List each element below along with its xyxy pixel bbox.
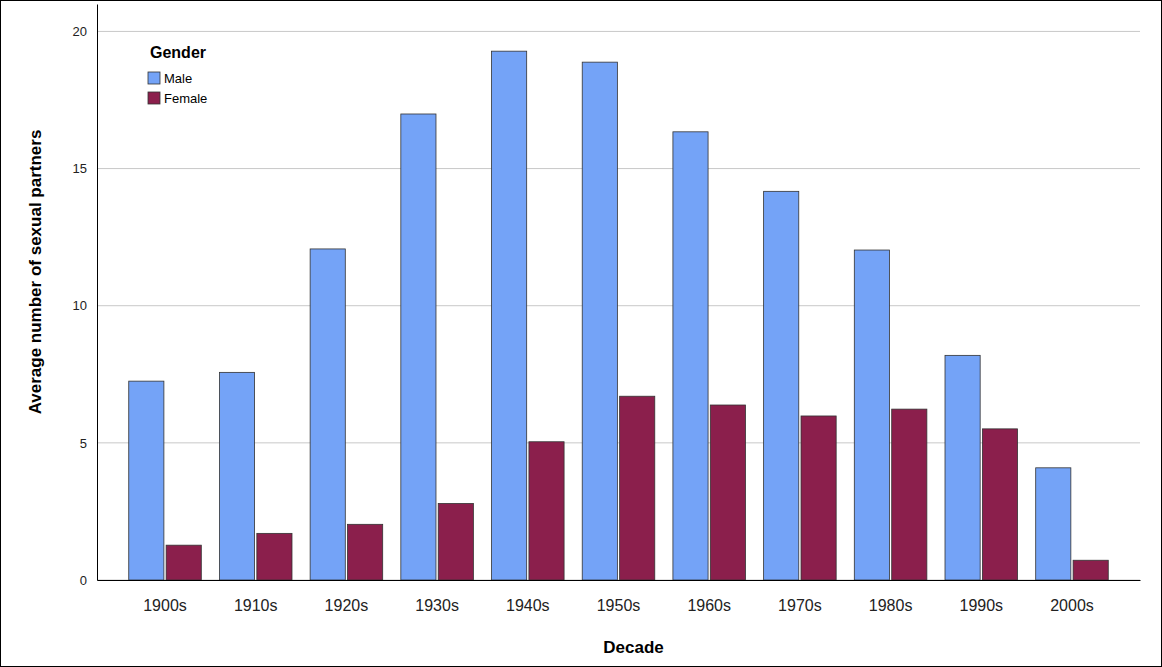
y-tick: 5 (80, 436, 97, 451)
bar (982, 429, 1017, 580)
y-tick: 20 (73, 24, 97, 39)
x-tick-label: 1990s (959, 597, 1003, 614)
legend-item: Male (148, 71, 192, 86)
plot: 051015201900s1910s1920s1930s1940s1950s19… (73, 5, 1141, 615)
y-tick-label: 20 (73, 24, 87, 39)
x-axis-title: Decade (603, 638, 663, 657)
legend-label: Male (164, 71, 192, 86)
bar (582, 62, 617, 580)
legend-title: Gender (150, 44, 206, 61)
bar (129, 381, 164, 580)
x-tick-label: 2000s (1050, 597, 1094, 614)
bar (438, 503, 473, 580)
y-tick-label: 15 (73, 161, 87, 176)
y-axis: 0 5 10 15 20 (73, 5, 98, 588)
bar (166, 545, 201, 580)
series (166, 396, 1108, 580)
bar (257, 533, 292, 580)
x-tick: 1900s (143, 580, 187, 614)
x-tick: 1930s (415, 580, 459, 614)
legend-label: Female (164, 91, 207, 106)
legend: Gender Male Female (148, 44, 207, 106)
legend-swatch (148, 72, 160, 84)
x-tick-label: 1980s (869, 597, 913, 614)
bar (348, 524, 383, 580)
bar (401, 114, 436, 580)
y-axis-line (97, 5, 98, 581)
y-axis-title: Average number of sexual partners (26, 130, 45, 415)
x-tick: 1940s (506, 580, 550, 614)
bar (219, 372, 254, 580)
series (129, 51, 1071, 580)
x-tick: 1910s (234, 580, 278, 614)
x-tick: 1980s (869, 580, 913, 614)
bar (1036, 468, 1071, 580)
x-tick-label: 1960s (687, 597, 731, 614)
x-tick: 1990s (959, 580, 1003, 614)
x-tick: 1960s (687, 580, 731, 614)
bar (764, 191, 799, 580)
bar (620, 396, 655, 580)
bar (710, 405, 745, 580)
x-tick-label: 1950s (597, 597, 641, 614)
x-tick-label: 1970s (778, 597, 822, 614)
x-tick: 2000s (1050, 580, 1094, 614)
frame (1, 1, 1162, 667)
grid-line (97, 305, 1140, 306)
x-tick: 1970s (778, 580, 822, 614)
chart: 051015201900s1910s1920s1930s1940s1950s19… (0, 0, 1162, 667)
x-tick-label: 1910s (234, 597, 278, 614)
bar (492, 51, 527, 580)
x-tick-label: 1930s (415, 597, 459, 614)
y-tick-label: 5 (80, 436, 87, 451)
x-tick-label: 1940s (506, 597, 550, 614)
y-tick: 15 (73, 161, 97, 176)
y-tick-label: 0 (80, 573, 87, 588)
x-tick: 1950s (597, 580, 641, 614)
legend-swatch (148, 92, 160, 104)
bars (129, 51, 1109, 580)
x-tick-label: 1900s (143, 597, 187, 614)
x-tick-label: 1920s (325, 597, 369, 614)
bar (892, 409, 927, 580)
y-tick-label: 10 (73, 298, 87, 313)
x-tick: 1920s (325, 580, 369, 614)
x-axis-line (98, 580, 1141, 581)
bar (1073, 560, 1108, 580)
y-tick: 10 (73, 298, 97, 313)
grid-line (97, 31, 1140, 32)
bar (945, 355, 980, 580)
y-tick: 0 (80, 573, 97, 588)
grid-line (97, 168, 1140, 169)
bar (801, 416, 836, 580)
x-axis: 1900s 1910s 1920s 1930s 1940s 1950s 1960s 1970s… (98, 580, 1141, 614)
bar (310, 249, 345, 580)
bar (673, 132, 708, 580)
legend-item: Female (148, 91, 207, 106)
bar (529, 442, 564, 580)
grid (97, 31, 1140, 580)
bar (854, 250, 889, 580)
